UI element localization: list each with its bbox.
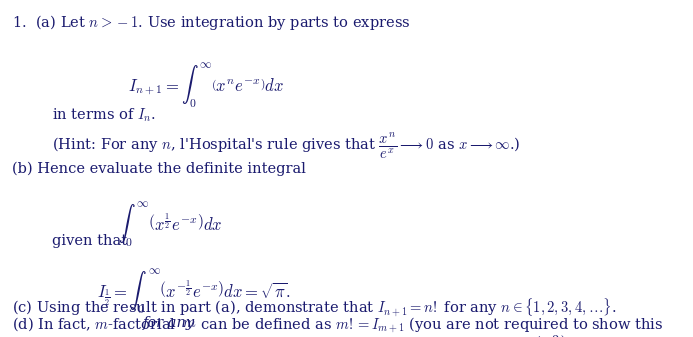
Text: can be defined as $m! = I_{m+1}$ (you are not required to show this: can be defined as $m! = I_{m+1}$ (you ar… (196, 316, 663, 335)
Text: (c) Using the result in part (a), demonstrate that $I_{n+1} = n!$ for any $n \in: (c) Using the result in part (a), demons… (12, 297, 617, 319)
Text: (b) Hence evaluate the definite integral: (b) Hence evaluate the definite integral (12, 162, 306, 176)
Text: (Hint: For any $n$, l'Hospital's rule gives that $\dfrac{x^n}{e^x} \longrightarr: (Hint: For any $n$, l'Hospital's rule gi… (52, 131, 520, 161)
Text: identity). Use this identity, part (a) and part (b) to find the value of $\left(: identity). Use this identity, part (a) a… (30, 334, 574, 337)
Text: $I_{n+1} = \int_0^{\infty} \left(x^n e^{-x}\right) dx$: $I_{n+1} = \int_0^{\infty} \left(x^n e^{… (128, 62, 284, 111)
Text: in terms of $I_n$.: in terms of $I_n$. (52, 106, 156, 124)
Text: given that: given that (52, 234, 127, 248)
Text: $\int_0^{\infty} \left(x^{\frac{1}{2}} e^{-x}\right) dx$: $\int_0^{\infty} \left(x^{\frac{1}{2}} e… (118, 201, 222, 249)
Text: (d) In fact, $m$-factorial: (d) In fact, $m$-factorial (12, 316, 177, 333)
Text: $m$: $m$ (182, 316, 196, 330)
Text: $I_{\frac{1}{2}} = \int_0^{\infty} \left(x^{-\frac{1}{2}} e^{-x}\right) dx = \sq: $I_{\frac{1}{2}} = \int_0^{\infty} \left… (97, 268, 291, 317)
Text: 1.  (a) Let $n > -1$. Use integration by parts to express: 1. (a) Let $n > -1$. Use integration by … (12, 13, 411, 32)
Text: for any: for any (143, 316, 200, 330)
